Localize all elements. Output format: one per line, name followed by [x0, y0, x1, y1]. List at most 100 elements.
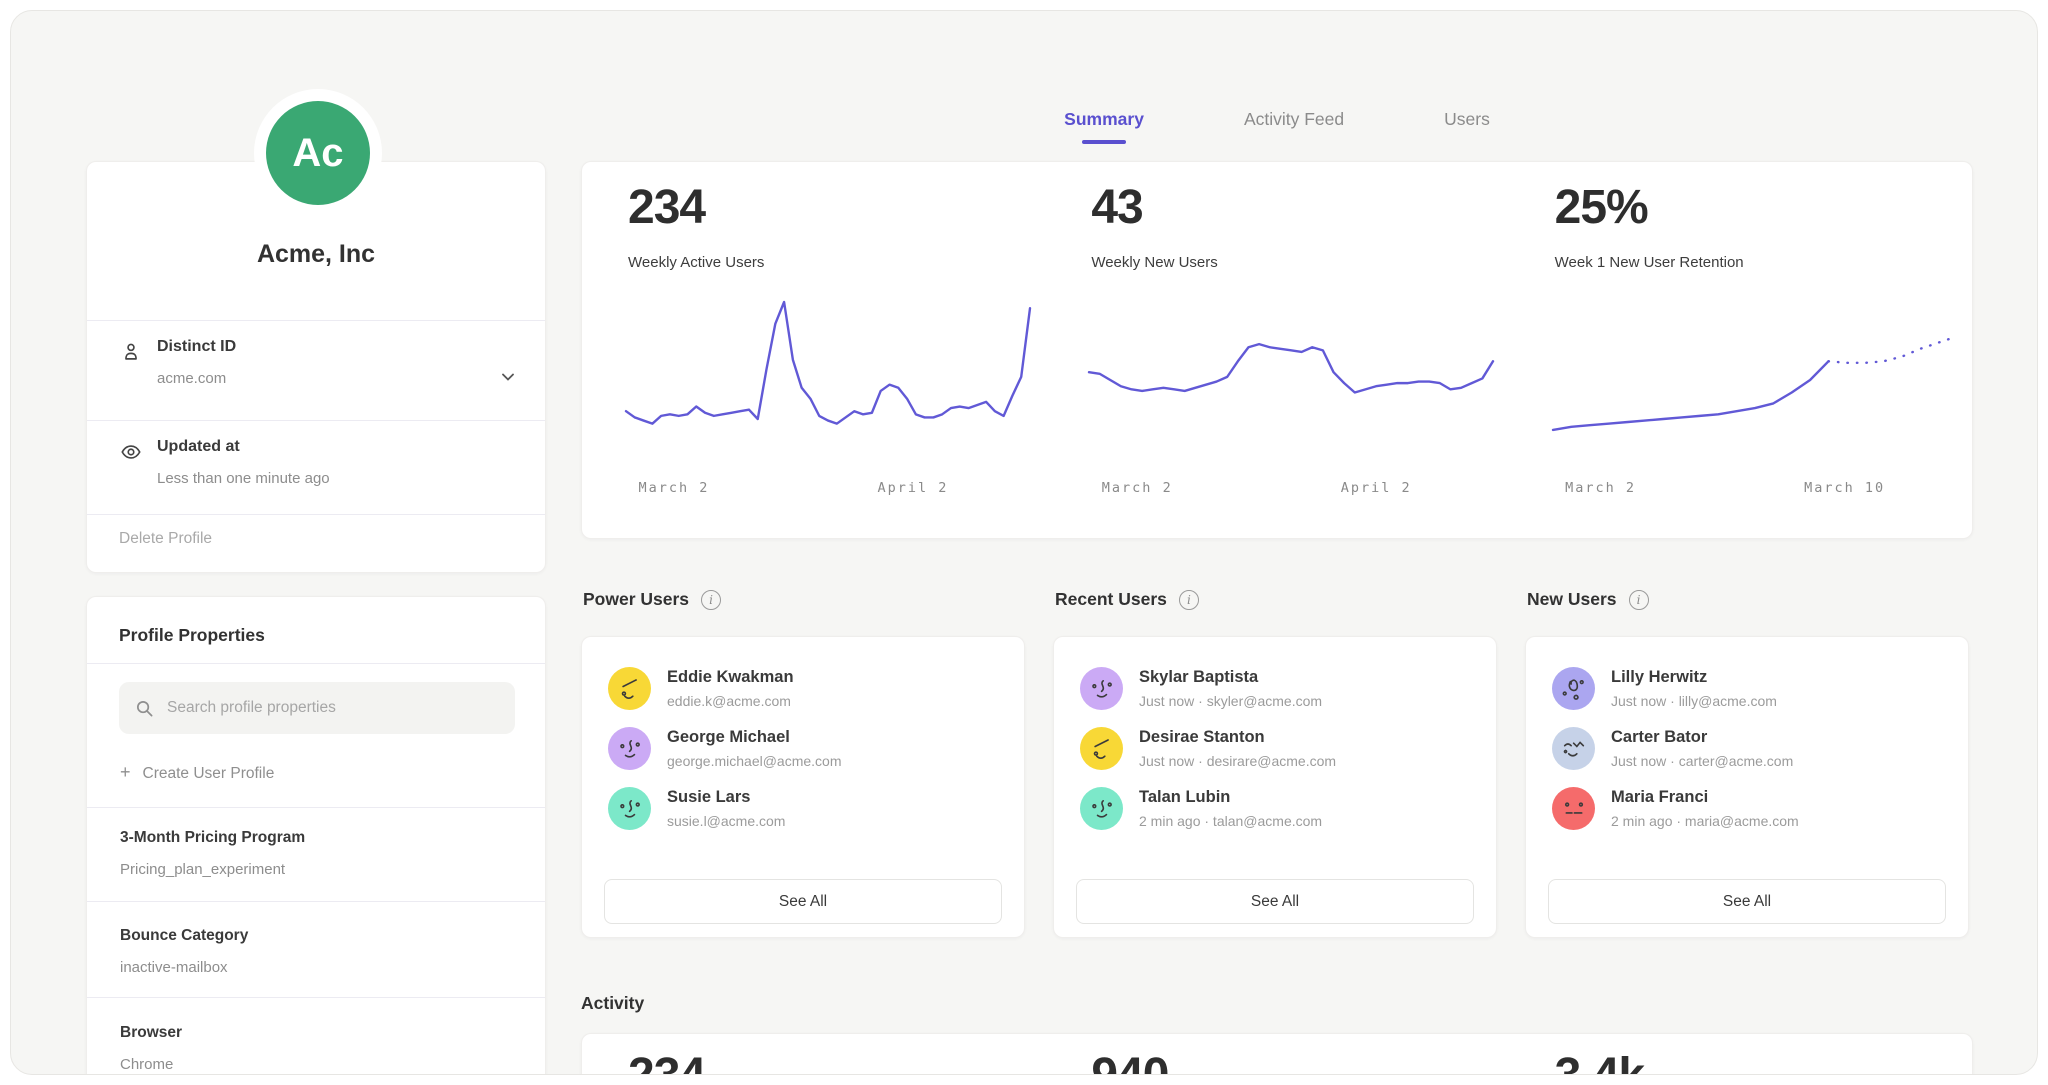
divider	[87, 420, 545, 421]
see-all-button[interactable]: See All	[1548, 879, 1946, 924]
user-subtext: Just now · lilly@acme.com	[1611, 693, 1777, 709]
activity-stat-value: 234	[628, 1052, 1045, 1075]
delete-profile-button[interactable]: Delete Profile	[119, 530, 213, 547]
create-user-profile-button[interactable]: + Create User Profile	[120, 762, 274, 783]
stat-value: 43	[1091, 181, 1143, 234]
user-subtext: 2 min ago · maria@acme.com	[1611, 813, 1799, 829]
stat-label: Weekly Active Users	[628, 254, 765, 271]
property-name: Browser	[120, 1024, 183, 1041]
sparkline-retention: March 2 March 10	[1549, 294, 1961, 506]
see-all-button[interactable]: See All	[1076, 879, 1474, 924]
company-avatar-initials: Ac	[266, 101, 370, 205]
x-axis: March 2 March 10	[1549, 480, 1961, 506]
search-input[interactable]	[165, 698, 499, 718]
user-row[interactable]: Desirae Stanton Just now · desirare@acme…	[1080, 727, 1470, 770]
info-icon[interactable]: i	[1178, 589, 1199, 610]
stat-weekly-active-users: 234 Weekly Active Users March 2 April 2	[582, 162, 1045, 538]
activity-card: 234 940 3.4k	[581, 1033, 1973, 1075]
activity-stat-value: 940	[1091, 1052, 1508, 1075]
user-row[interactable]: Maria Franci 2 min ago · maria@acme.com	[1552, 787, 1942, 830]
section-title: Power Users	[583, 589, 690, 609]
axis-tick: March 10	[1804, 480, 1886, 496]
divider	[87, 997, 545, 998]
info-icon[interactable]: i	[701, 589, 722, 610]
user-subtext: eddie.k@acme.com	[667, 693, 791, 709]
stat-value: 234	[628, 181, 706, 234]
company-name: Acme, Inc	[256, 240, 376, 268]
user-row[interactable]: Skylar Baptista Just now · skyler@acme.c…	[1080, 667, 1470, 710]
divider	[87, 514, 545, 515]
property-value: Chrome	[120, 1056, 174, 1073]
axis-tick: March 2	[1565, 480, 1637, 496]
company-avatar: Ac	[254, 89, 382, 217]
user-name: Talan Lubin	[1139, 788, 1231, 806]
summary-card: 234 Weekly Active Users March 2 April 2 …	[581, 161, 1973, 539]
distinct-id-value: acme.com	[157, 370, 227, 387]
updated-at-value: Less than one minute ago	[157, 470, 330, 487]
user-row[interactable]: Talan Lubin 2 min ago · talan@acme.com	[1080, 787, 1470, 830]
property-name: Bounce Category	[120, 927, 249, 944]
axis-tick: March 2	[1101, 480, 1173, 496]
property-name: 3-Month Pricing Program	[120, 829, 306, 846]
user-row[interactable]: Lilly Herwitz Just now · lilly@acme.com	[1552, 667, 1942, 710]
axis-tick: April 2	[877, 480, 949, 496]
axis-tick: April 2	[1340, 480, 1412, 496]
eye-icon	[120, 441, 142, 463]
power-users-card: Eddie Kwakman eddie.k@acme.com George Mi…	[581, 636, 1025, 938]
tab-users[interactable]: Users	[1444, 109, 1490, 129]
activity-stat: 3.4k	[1509, 1034, 1972, 1075]
user-subtext: Just now · skyler@acme.com	[1139, 693, 1323, 709]
divider	[87, 320, 545, 321]
activity-stat-value: 3.4k	[1555, 1052, 1972, 1075]
person-icon	[120, 341, 142, 363]
user-avatar-icon	[1080, 727, 1123, 770]
user-avatar-icon	[608, 787, 651, 830]
user-name: Desirae Stanton	[1139, 728, 1265, 746]
see-all-button[interactable]: See All	[604, 879, 1002, 924]
axis-tick: March 2	[638, 480, 710, 496]
user-name: Lilly Herwitz	[1611, 668, 1708, 686]
divider	[87, 807, 545, 808]
user-subtext: Just now · carter@acme.com	[1611, 753, 1794, 769]
property-value: inactive-mailbox	[120, 959, 228, 976]
new-users-header: New Users i	[1527, 589, 1649, 610]
recent-users-header: Recent Users i	[1055, 589, 1199, 610]
user-row[interactable]: Eddie Kwakman eddie.k@acme.com	[608, 667, 998, 710]
user-row[interactable]: Carter Bator Just now · carter@acme.com	[1552, 727, 1942, 770]
tab-bar: Summary Activity Feed Users	[581, 109, 1973, 144]
tab-activity-feed[interactable]: Activity Feed	[1243, 109, 1345, 129]
app-frame: Ac Acme, Inc Distinct ID acme.com	[10, 10, 2038, 1075]
power-users-header: Power Users i	[583, 589, 722, 610]
user-avatar-icon	[608, 667, 651, 710]
line-chart	[1551, 335, 1958, 432]
user-subtext: susie.l@acme.com	[667, 813, 786, 829]
user-name: Susie Lars	[667, 788, 751, 806]
line-chart	[1088, 342, 1495, 394]
divider	[87, 663, 545, 664]
activity-stat: 234	[582, 1034, 1045, 1075]
section-title: New Users	[1527, 589, 1617, 609]
x-axis: March 2 April 2	[622, 480, 1034, 506]
user-name: George Michael	[667, 728, 790, 746]
user-subtext: 2 min ago · talan@acme.com	[1139, 813, 1323, 829]
chevron-down-icon[interactable]	[499, 368, 517, 386]
activity-stat: 940	[1045, 1034, 1508, 1075]
property-value: Pricing_plan_experiment	[120, 861, 286, 878]
stat-week1-retention: 25% Week 1 New User Retention March 2 Ma…	[1509, 162, 1972, 538]
user-avatar-icon	[1552, 667, 1595, 710]
search-profile-properties	[119, 682, 515, 734]
new-users-card: Lilly Herwitz Just now · lilly@acme.com …	[1525, 636, 1969, 938]
info-icon[interactable]: i	[1628, 589, 1649, 610]
divider	[87, 901, 545, 902]
user-name: Eddie Kwakman	[667, 668, 794, 686]
x-axis: March 2 April 2	[1085, 480, 1497, 506]
user-name: Maria Franci	[1611, 788, 1709, 806]
user-row[interactable]: Susie Lars susie.l@acme.com	[608, 787, 998, 830]
search-icon	[136, 700, 153, 716]
stat-label: Week 1 New User Retention	[1554, 254, 1744, 271]
stat-value: 25%	[1554, 181, 1649, 234]
line-chart	[624, 300, 1032, 425]
tab-summary[interactable]: Summary	[1064, 109, 1144, 144]
plus-icon: +	[120, 762, 131, 782]
user-row[interactable]: George Michael george.michael@acme.com	[608, 727, 998, 770]
